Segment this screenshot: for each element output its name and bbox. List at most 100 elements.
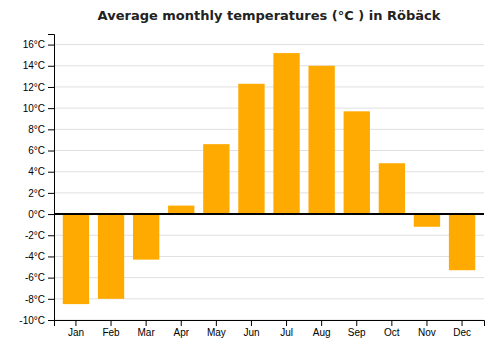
x-tick-label: Jan (68, 327, 84, 338)
bar (98, 214, 124, 299)
y-tick-label: 0°C (28, 209, 45, 220)
x-tick: May (207, 320, 226, 338)
bar (344, 111, 370, 214)
y-tick-mark (48, 66, 54, 67)
x-tick-mark (146, 320, 147, 326)
x-tick: Mar (138, 320, 156, 338)
y-tick-label: -8°C (25, 294, 45, 305)
x-tick-label: Aug (313, 327, 331, 338)
bar (238, 84, 264, 214)
y-tick: -8°C (25, 294, 54, 305)
x-tick-mark (391, 320, 392, 326)
x-tick-mark (462, 320, 463, 326)
x-tick: Aug (313, 320, 331, 338)
y-tick-mark (48, 235, 54, 236)
grid-line (54, 192, 484, 193)
y-tick-mark (48, 87, 54, 88)
plot: -10°C-8°C-6°C-4°C-2°C0°C2°C4°C6°C8°C10°C… (19, 35, 484, 339)
y-tick-label: 2°C (28, 188, 45, 199)
y-tick: 0°C (28, 209, 54, 220)
x-tick-label: Apr (173, 327, 189, 338)
x-tick-label: Sep (348, 327, 366, 338)
y-tick-label: 4°C (28, 166, 45, 177)
bar (379, 163, 405, 214)
x-tick-label: Jun (243, 327, 259, 338)
grid-line (54, 86, 484, 87)
title: Average monthly temperatures (°C ) in Rö… (98, 8, 441, 23)
y-tick-mark (48, 193, 54, 194)
x-tick: Jul (280, 320, 293, 338)
bar (308, 66, 334, 214)
y-tick-label: 10°C (23, 103, 45, 114)
grid-line (54, 171, 484, 172)
x-tick-mark (216, 320, 217, 326)
y-tick: 14°C (23, 60, 54, 71)
y-tick: -6°C (25, 272, 54, 283)
bar (449, 214, 475, 270)
y-tick-label: 16°C (23, 39, 45, 50)
bar (273, 53, 299, 214)
y-tick: -10°C (19, 315, 54, 326)
zero-line (54, 213, 484, 215)
chart: -10°C-8°C-6°C-4°C-2°C0°C2°C4°C6°C8°C10°C… (0, 0, 500, 350)
y-tick: 10°C (23, 103, 54, 114)
y-tick-mark (48, 320, 54, 321)
grid-line (54, 214, 484, 215)
bar (63, 214, 89, 304)
grid-line (54, 129, 484, 130)
y-tick-mark (48, 278, 54, 279)
x-tick-label: Jul (280, 327, 293, 338)
x-tick: Sep (348, 320, 366, 338)
y-tick-mark (48, 172, 54, 173)
grid-line (54, 150, 484, 151)
y-tick-label: -10°C (19, 315, 45, 326)
y-tick-mark (48, 299, 54, 300)
x-tick-mark (426, 320, 427, 326)
x-tick: Apr (173, 320, 189, 338)
x-tick-mark (181, 320, 182, 326)
x-tick: Feb (102, 320, 120, 338)
y-tick-mark (48, 256, 54, 257)
x-tick-label: Oct (384, 327, 400, 338)
y-tick: 2°C (28, 188, 54, 199)
x-tick-label: May (207, 327, 226, 338)
y-tick: 12°C (23, 82, 54, 93)
y-tick-mark (48, 129, 54, 130)
y-tick-label: -6°C (25, 272, 45, 283)
bar (203, 144, 229, 214)
x-tick: Jan (68, 320, 84, 338)
chart-container: -10°C-8°C-6°C-4°C-2°C0°C2°C4°C6°C8°C10°C… (0, 0, 500, 350)
y-axis-line (48, 35, 55, 321)
bar (414, 214, 440, 227)
y-tick-label: 14°C (23, 60, 45, 71)
y-tick-label: 12°C (23, 82, 45, 93)
x-tick-label: Feb (102, 327, 120, 338)
x-tick-mark (286, 320, 287, 326)
x-axis: Jan Feb Mar Apr May Jun Jul Aug Sep Oct Nov Dec (55, 320, 485, 338)
y-tick-mark (48, 45, 54, 46)
x-tick: Dec (453, 320, 471, 338)
x-tick-mark (321, 320, 322, 326)
y-tick: 16°C (23, 39, 54, 50)
y-tick-label: -4°C (25, 251, 45, 262)
grid-line (54, 108, 484, 109)
y-tick-mark (48, 214, 54, 215)
x-tick-label: Dec (453, 327, 471, 338)
grid-line (54, 44, 484, 45)
y-tick: 4°C (28, 166, 54, 177)
grid-line (54, 65, 484, 66)
x-axis-line (55, 321, 485, 327)
x-tick-label: Nov (418, 327, 436, 338)
x-tick-mark (251, 320, 252, 326)
y-tick: 6°C (28, 145, 54, 156)
y-tick: 8°C (28, 124, 54, 135)
x-tick: Jun (243, 320, 259, 338)
bar (168, 206, 194, 214)
x-tick-label: Mar (138, 327, 156, 338)
y-tick-mark (48, 108, 54, 109)
y-tick-label: 8°C (28, 124, 45, 135)
x-tick: Nov (418, 320, 436, 338)
x-tick-mark (75, 320, 76, 326)
bar (133, 214, 159, 260)
y-axis: -10°C-8°C-6°C-4°C-2°C0°C2°C4°C6°C8°C10°C… (19, 35, 54, 326)
